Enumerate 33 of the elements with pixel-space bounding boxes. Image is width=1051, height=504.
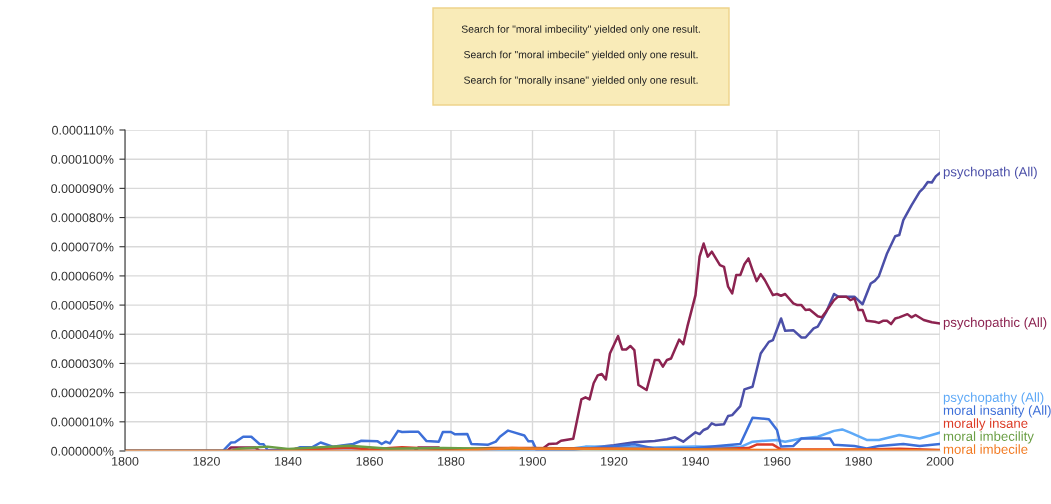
y-tick-label: 0.000050%	[51, 300, 114, 310]
x-tick-label: 1820	[193, 456, 220, 466]
x-tick-label: 1960	[764, 456, 791, 466]
x-tick-label: 1880	[438, 456, 465, 466]
y-tick-label: 0.000030%	[51, 359, 114, 369]
text: moral insanity (All)	[943, 405, 1051, 418]
y-tick-label: 0.000070%	[51, 242, 114, 252]
y-tick-label: 0.000060%	[51, 271, 114, 281]
y-tick-label: 0.000020%	[51, 388, 114, 398]
text: moral imbecility	[943, 431, 1034, 444]
series-label: psychopathic (All)	[943, 317, 1047, 330]
y-tick-label: 0.000090%	[51, 184, 114, 194]
x-tick-label: 2000	[926, 456, 954, 466]
x-tick-label: 1800	[112, 456, 139, 466]
text: Search for "moral imbecile" yielded only one result.	[464, 50, 698, 61]
x-tick-label: 1920	[601, 456, 628, 466]
text: psychopathy (All)	[943, 392, 1044, 405]
y-tick-label: 0.000110%	[52, 125, 114, 135]
series-label: moral imbecile	[943, 444, 1028, 454]
series-label: morally insane	[943, 418, 1028, 431]
y-tick-label: 0.000010%	[51, 417, 114, 427]
x-tick-label: 1940	[682, 456, 709, 466]
y-tick-label: 0.000000%	[51, 446, 114, 456]
series-label: psychopath (All)	[943, 166, 1037, 180]
x-tick-label: 1980	[845, 456, 872, 466]
text: Search for "morally insane" yielded only one result.	[464, 76, 698, 86]
y-tick-label: 0.000100%	[51, 154, 114, 164]
y-tick-label: 0.000080%	[51, 213, 114, 223]
x-tick-label: 1900	[519, 456, 546, 466]
y-tick-label: 0.000040%	[51, 330, 114, 339]
x-tick-label: 1840	[275, 456, 302, 466]
text: Search for "moral imbecility" yielded only one result.	[461, 25, 700, 35]
x-tick-label: 1860	[356, 456, 383, 466]
